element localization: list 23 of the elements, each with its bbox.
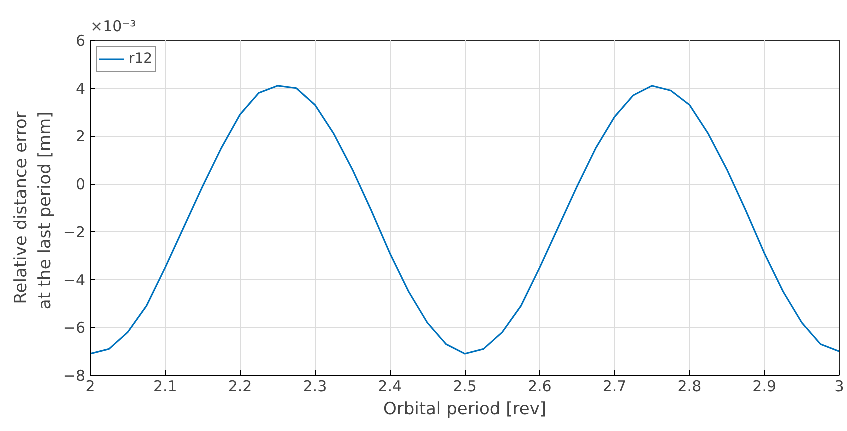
- x-axis-title: Orbital period [rev]: [383, 400, 547, 420]
- line-series: [90, 85, 840, 355]
- y-tick-label: −2: [63, 223, 86, 242]
- y-tick-label: 2: [76, 128, 86, 146]
- y-tick-label: 0: [76, 176, 86, 194]
- x-tick-label: 2.6: [528, 378, 552, 396]
- x-tick-label: 2.2: [228, 378, 252, 396]
- y-tick-label: 6: [76, 32, 86, 50]
- x-tick-label: 2.5: [453, 378, 477, 396]
- x-tick-label: 2.7: [602, 378, 627, 396]
- y-tick-label: −8: [63, 367, 86, 385]
- y-axis-title: Relative distance error at the last period [mm]: [11, 112, 56, 310]
- x-tick-label: 2.9: [752, 378, 777, 396]
- text: ×10⁻³: [90, 18, 136, 36]
- y-tick-label: 4: [76, 80, 86, 98]
- y-tick-label: −4: [63, 271, 86, 290]
- x-tick-label: 3: [834, 378, 844, 396]
- x-tick-label: 2.4: [378, 378, 402, 396]
- x-tick-label: 2.3: [303, 378, 328, 396]
- x-tick-label: 2.8: [678, 378, 702, 396]
- legend-label: r12: [129, 51, 153, 67]
- x-tick-label: 2.1: [153, 378, 178, 396]
- y-tick-label: −6: [63, 319, 86, 338]
